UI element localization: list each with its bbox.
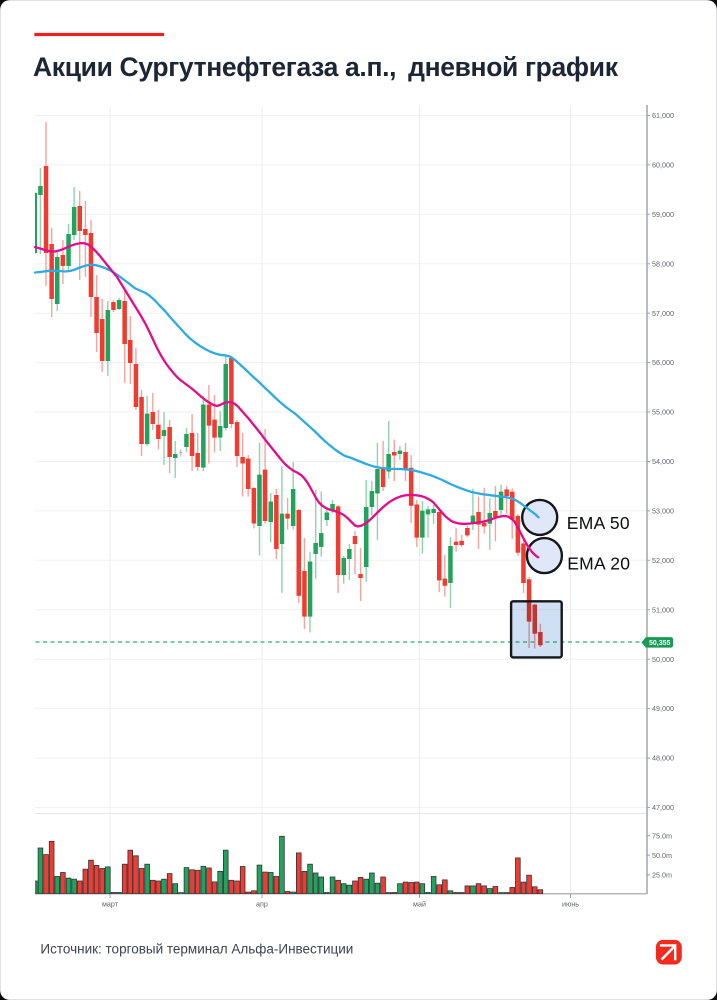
svg-text:25.0m: 25.0m [652, 871, 672, 880]
svg-text:50.0m: 50.0m [652, 851, 672, 860]
svg-text:март: март [102, 899, 119, 908]
svg-text:75.0m: 75.0m [652, 831, 672, 840]
svg-text:EMA 50: EMA 50 [567, 513, 630, 533]
svg-text:EMA 20: EMA 20 [567, 554, 630, 574]
svg-text:54,000: 54,000 [652, 457, 674, 466]
svg-text:май: май [413, 899, 426, 908]
svg-text:47,000: 47,000 [652, 803, 674, 812]
svg-text:56,000: 56,000 [652, 358, 674, 367]
svg-text:Источник: торговый терминал Ал: Источник: торговый терминал Альфа-Инвест… [40, 941, 353, 956]
svg-text:61,000: 61,000 [652, 111, 674, 120]
svg-text:апр: апр [256, 899, 268, 908]
svg-text:53,000: 53,000 [652, 507, 674, 516]
svg-text:51,000: 51,000 [652, 605, 674, 614]
svg-text:60,000: 60,000 [652, 161, 674, 170]
svg-text:50,355: 50,355 [649, 640, 671, 647]
svg-text:Акции Сургутнефтегаза а.п., д: Акции Сургутнефтегаза а.п., дневной граф… [33, 52, 619, 82]
svg-text:50,000: 50,000 [652, 655, 674, 664]
svg-text:59,000: 59,000 [652, 210, 674, 219]
svg-text:49,000: 49,000 [652, 704, 674, 713]
svg-text:58,000: 58,000 [652, 259, 674, 268]
svg-text:48,000: 48,000 [652, 754, 674, 763]
svg-text:52,000: 52,000 [652, 556, 674, 565]
svg-text:июнь: июнь [562, 899, 579, 908]
svg-text:55,000: 55,000 [652, 408, 674, 417]
svg-text:57,000: 57,000 [652, 309, 674, 318]
